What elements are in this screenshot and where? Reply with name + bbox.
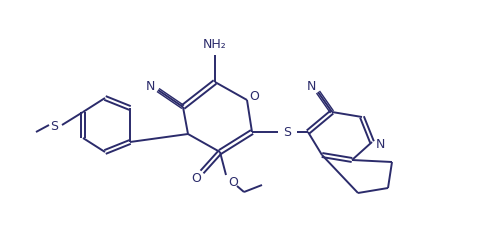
Text: NH₂: NH₂: [203, 37, 227, 50]
Text: O: O: [191, 172, 201, 185]
Text: N: N: [306, 79, 316, 92]
Text: O: O: [249, 90, 259, 103]
Text: N: N: [375, 138, 385, 151]
Text: N: N: [145, 80, 155, 93]
Text: S: S: [50, 119, 58, 132]
Text: S: S: [283, 126, 291, 139]
Text: O: O: [228, 176, 238, 189]
